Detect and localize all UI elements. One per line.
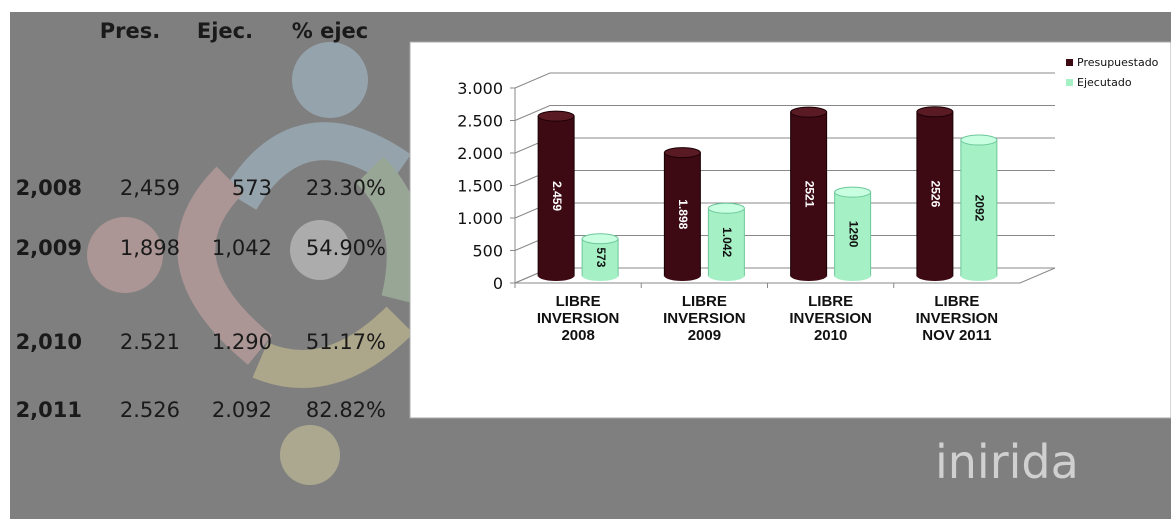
bar (960, 139, 998, 277)
bar-top (707, 202, 745, 214)
table-cell: 573 (232, 176, 272, 200)
table-cell: 1.290 (212, 330, 272, 354)
logo-decoration (87, 42, 425, 485)
bar-top (834, 186, 872, 198)
table-header: % ejec (292, 19, 368, 43)
bar-base (708, 271, 745, 281)
bar-base (538, 271, 575, 281)
table-cell: 2.526 (120, 398, 180, 422)
table-cell: 2.092 (212, 398, 272, 422)
bar-base (916, 271, 953, 281)
logo-text: inirida (935, 435, 1079, 489)
x-tick-label: LIBRE INVERSION 2010 (789, 293, 872, 344)
value-label: 2526 (929, 181, 943, 208)
legend-swatch (1066, 79, 1073, 86)
x-tick-label: LIBRE INVERSION 2009 (663, 293, 746, 344)
value-label: 573 (594, 247, 608, 267)
value-label: 2521 (802, 181, 816, 208)
x-tick-label: LIBRE INVERSION 2008 (536, 293, 620, 344)
row-year: 2,009 (16, 236, 82, 260)
y-tick-label: 500 (472, 242, 503, 261)
bar-base (834, 271, 871, 281)
grid-line (514, 105, 1055, 121)
table-cell: 2.521 (120, 330, 180, 354)
bar-base (960, 271, 997, 281)
table-cell: 82.82% (306, 398, 386, 422)
table-cell: 23.30% (306, 176, 386, 200)
legend-swatch (1066, 59, 1073, 66)
y-tick-label: 1.000 (457, 209, 503, 228)
bar-top (916, 106, 954, 118)
value-label: 1.042 (720, 227, 734, 257)
table-header: Pres. (100, 19, 160, 43)
bar-base (664, 271, 701, 281)
x-tick-label: LIBRE INVERSION NOV 2011 (915, 293, 999, 344)
value-label: 2.459 (550, 181, 564, 211)
bar-top (663, 147, 701, 159)
bar-base (790, 271, 827, 281)
value-label: 1290 (846, 221, 860, 248)
bar (537, 115, 575, 277)
grid-line (514, 72, 1055, 89)
value-label: 1.898 (676, 199, 690, 229)
row-year: 2,010 (16, 330, 82, 354)
bar-top (537, 110, 575, 122)
bar (663, 152, 701, 277)
table-cell: 1,898 (120, 236, 180, 260)
y-tick-label: 0 (493, 274, 503, 293)
y-tick-label: 2.500 (457, 112, 503, 131)
row-year: 2,008 (16, 176, 82, 200)
value-label: 2092 (973, 195, 987, 222)
y-tick-label: 2.000 (457, 144, 503, 163)
table-cell: 1,042 (212, 236, 272, 260)
y-tick-label: 3.000 (457, 79, 503, 98)
bar-base (582, 271, 619, 281)
bar (707, 207, 745, 277)
table-cell: 51.17% (306, 330, 386, 354)
table-header: Ejec. (197, 19, 253, 43)
row-year: 2,011 (16, 398, 82, 422)
y-tick-label: 1.500 (457, 177, 503, 196)
table-cell: 54.90% (306, 236, 386, 260)
bar-top (581, 233, 619, 245)
legend-label: Presupuestado (1077, 56, 1159, 69)
bar-top (790, 106, 828, 118)
bar-top (960, 134, 998, 146)
legend-label: Ejecutado (1077, 76, 1132, 89)
bar (916, 111, 954, 277)
table-cell: 2,459 (120, 176, 180, 200)
bar (790, 111, 828, 277)
